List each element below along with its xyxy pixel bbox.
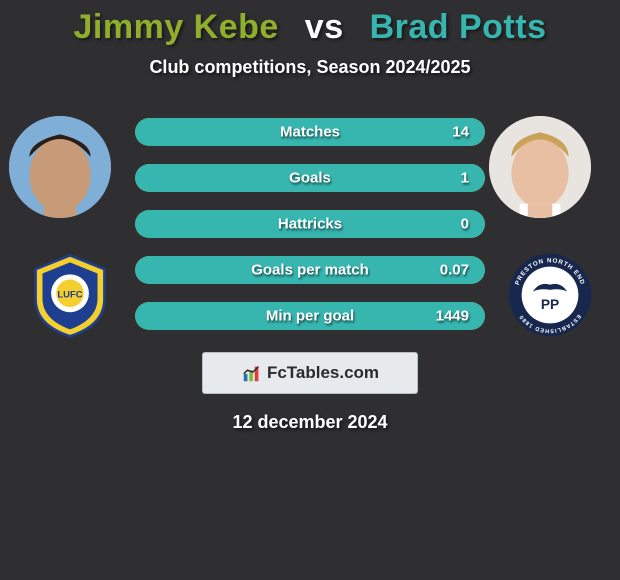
player1-avatar xyxy=(9,116,111,218)
stat-bar: Hattricks 0 xyxy=(135,210,485,238)
title-player1: Jimmy Kebe xyxy=(74,8,279,46)
avatar-placeholder-icon xyxy=(9,116,111,218)
avatar-placeholder-icon xyxy=(489,116,591,218)
stat-bar-value: 0.07 xyxy=(440,262,469,279)
date: 12 december 2024 xyxy=(232,412,387,433)
stat-bar-label: Hattricks xyxy=(278,216,342,233)
stat-bar: Goals per match 0.07 xyxy=(135,256,485,284)
stat-bar: Goals 1 xyxy=(135,164,485,192)
stat-bar: Matches 14 xyxy=(135,118,485,146)
title-vs: vs xyxy=(305,8,344,46)
main-area: LUFC PRESTON NORTH END ESTABLISHED 1880 … xyxy=(0,118,620,330)
stat-bar-label: Goals xyxy=(289,170,331,187)
stat-bar-value: 14 xyxy=(452,124,469,141)
comparison-card: Jimmy Kebe vs Brad Potts Club competitio… xyxy=(0,0,620,433)
club-badge-icon: LUFC xyxy=(27,252,113,338)
stat-bar-value: 1 xyxy=(461,170,469,187)
stat-bar: Min per goal 1449 xyxy=(135,302,485,330)
player2-club-badge: PRESTON NORTH END ESTABLISHED 1880 PP xyxy=(507,252,593,338)
svg-text:LUFC: LUFC xyxy=(57,290,82,301)
stat-bar-label: Min per goal xyxy=(266,308,354,325)
player2-avatar xyxy=(489,116,591,218)
title: Jimmy Kebe vs Brad Potts xyxy=(74,8,547,47)
stat-bars: Matches 14 Goals 1 Hattricks 0 Goals per match… xyxy=(135,118,485,330)
subtitle: Club competitions, Season 2024/2025 xyxy=(149,57,470,78)
stat-bar-label: Goals per match xyxy=(251,262,369,279)
stat-bar-label: Matches xyxy=(280,124,340,141)
attribution-box: FcTables.com xyxy=(202,352,418,394)
club-badge-icon: PRESTON NORTH END ESTABLISHED 1880 PP xyxy=(507,252,593,338)
player1-club-badge: LUFC xyxy=(27,252,113,338)
title-player2: Brad Potts xyxy=(370,8,547,46)
attribution-text: FcTables.com xyxy=(267,363,379,383)
svg-text:PP: PP xyxy=(541,297,559,312)
stat-bar-value: 1449 xyxy=(436,308,469,325)
chart-icon xyxy=(241,362,263,384)
stat-bar-value: 0 xyxy=(461,216,469,233)
